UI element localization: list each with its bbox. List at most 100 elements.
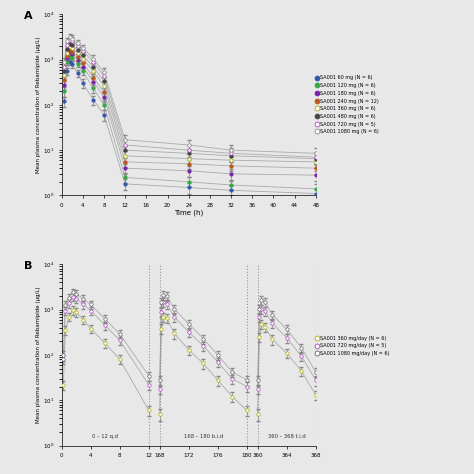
Point: [60, 356, 67, 363]
Point: [156, 385, 164, 392]
Point: [145, 407, 153, 414]
Point: [116, 330, 124, 338]
Point: [159, 299, 167, 306]
Point: [74, 60, 82, 68]
Point: [255, 313, 263, 320]
Point: [261, 323, 269, 330]
Point: [185, 155, 192, 163]
Point: [283, 326, 291, 333]
Text: 168 – 180 b.i.d: 168 – 180 b.i.d: [183, 434, 223, 439]
Point: [170, 313, 178, 320]
Point: [79, 55, 87, 63]
Point: [63, 46, 71, 53]
Point: [79, 44, 87, 52]
Point: [101, 339, 109, 347]
Point: [297, 367, 305, 374]
X-axis label: Time (h): Time (h): [174, 210, 203, 216]
Point: [227, 152, 235, 160]
Point: [170, 305, 178, 312]
Point: [65, 299, 73, 307]
Point: [312, 392, 319, 399]
Point: [185, 167, 192, 174]
Point: [255, 305, 263, 312]
Point: [185, 320, 192, 328]
Point: [243, 383, 251, 391]
Point: [80, 301, 87, 308]
Point: [68, 37, 76, 45]
Point: [227, 162, 235, 170]
Point: [100, 69, 108, 76]
Text: B: B: [24, 261, 32, 271]
Point: [227, 186, 235, 194]
Point: [214, 358, 221, 366]
Point: [283, 334, 291, 341]
Point: [68, 54, 76, 62]
Point: [79, 63, 87, 70]
Point: [254, 385, 262, 392]
Point: [68, 44, 76, 52]
Point: [66, 46, 73, 53]
Point: [170, 329, 178, 337]
Point: [312, 368, 319, 376]
Point: [100, 82, 108, 90]
Point: [116, 337, 124, 344]
Point: [121, 152, 129, 160]
Point: [121, 146, 129, 154]
Point: [268, 311, 276, 319]
Point: [90, 58, 97, 66]
Point: [297, 344, 305, 351]
Point: [74, 46, 82, 54]
Point: [254, 376, 262, 384]
Point: [261, 298, 269, 305]
Point: [69, 293, 76, 301]
Point: [121, 164, 129, 172]
Point: [74, 53, 82, 61]
Point: [185, 178, 192, 186]
Point: [68, 51, 76, 58]
Point: [158, 299, 165, 306]
Point: [159, 313, 167, 320]
Point: [121, 180, 129, 188]
Point: [61, 67, 68, 75]
Point: [100, 73, 108, 80]
Point: [185, 146, 192, 154]
Point: [79, 59, 87, 66]
Point: [163, 292, 171, 300]
Text: 0 – 12 q.d: 0 – 12 q.d: [92, 434, 118, 439]
Point: [63, 49, 71, 57]
Point: [185, 141, 192, 149]
Point: [100, 89, 108, 96]
Point: [79, 80, 87, 87]
Point: [63, 41, 71, 49]
Point: [156, 410, 164, 418]
Point: [312, 376, 319, 384]
Point: [243, 376, 251, 384]
Point: [255, 333, 263, 341]
Point: [185, 160, 192, 168]
Point: [90, 64, 97, 71]
Legend: SA001 60 mg (N = 6), SA001 120 mg (N = 6), SA001 180 mg (N = 6), SA001 240 mg (N: SA001 60 mg (N = 6), SA001 120 mg (N = 6…: [315, 75, 379, 134]
Point: [61, 72, 68, 79]
Point: [121, 136, 129, 144]
Point: [61, 58, 68, 65]
Point: [145, 372, 153, 379]
Point: [74, 49, 82, 57]
Text: A: A: [24, 10, 32, 20]
Point: [66, 52, 73, 60]
Point: [185, 346, 192, 354]
Point: [100, 111, 108, 118]
Point: [227, 146, 235, 154]
Point: [158, 325, 165, 332]
Point: [61, 87, 68, 95]
Point: [257, 305, 265, 312]
Point: [62, 327, 69, 334]
Point: [66, 43, 73, 51]
Point: [90, 55, 97, 63]
Point: [283, 349, 291, 357]
Point: [312, 158, 319, 166]
Point: [79, 51, 87, 59]
Point: [61, 63, 68, 70]
Point: [87, 325, 94, 332]
Point: [62, 307, 69, 314]
Point: [312, 190, 319, 197]
